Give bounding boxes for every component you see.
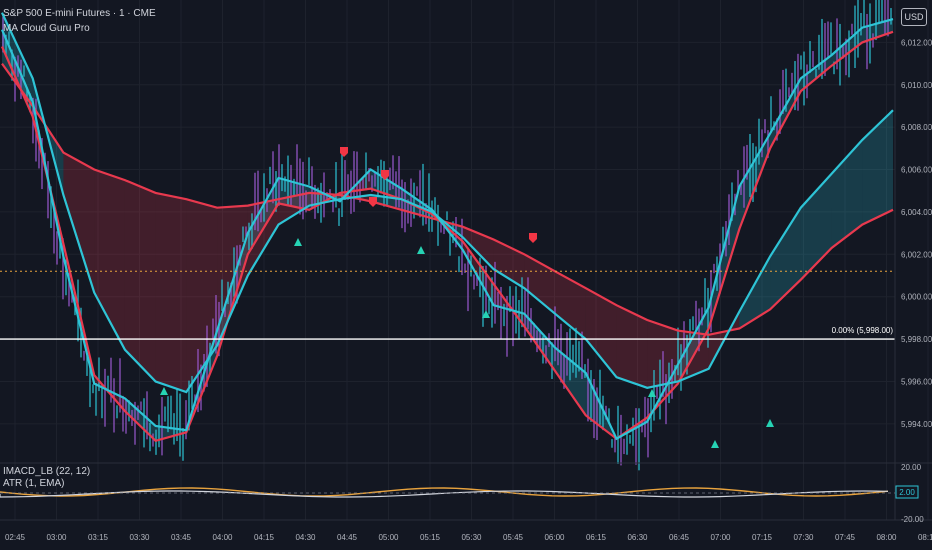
slow-cloud-segment: [124, 180, 156, 382]
subpanel-axis-top: 20.00: [901, 463, 922, 472]
slow-cloud-segment: [770, 207, 801, 310]
y-tick-label: 6,012.00: [901, 38, 932, 47]
sell-signal-marker: [381, 170, 389, 180]
ma-line-3: [0, 18, 894, 441]
x-tick-label: 07:45: [835, 533, 856, 542]
y-tick-label: 6,002.00: [901, 250, 932, 259]
sell-signal-marker: [340, 147, 348, 157]
buy-signal-marker: [417, 246, 425, 254]
buy-signal-marker: [711, 440, 719, 448]
x-tick-label: 05:15: [420, 533, 441, 542]
x-tick-label: 04:00: [212, 533, 233, 542]
slow-cloud-segment: [739, 256, 771, 329]
currency-button[interactable]: USD: [901, 8, 927, 26]
y-tick-label: 5,996.00: [901, 377, 932, 386]
x-tick-label: 06:00: [544, 533, 565, 542]
x-tick-label: 07:00: [710, 533, 731, 542]
x-tick-label: 06:15: [586, 533, 607, 542]
y-tick-label: 6,010.00: [901, 81, 932, 90]
x-tick-label: 06:45: [669, 533, 690, 542]
slow-cloud-segment: [155, 192, 187, 393]
x-tick-label: 03:15: [88, 533, 109, 542]
y-tick-label: 6,004.00: [901, 208, 932, 217]
ma-line-1: [0, 30, 894, 443]
slow-cloud-segment: [524, 254, 556, 314]
x-tick-label: 05:30: [461, 533, 482, 542]
slow-cloud-segment: [585, 288, 617, 378]
buy-signal-marker: [766, 419, 774, 427]
reference-line-label: 0.00% (5,998.00): [832, 326, 894, 335]
fast-cloud-segment: [739, 133, 771, 229]
x-tick-label: 04:30: [295, 533, 316, 542]
x-tick-label: 03:45: [171, 533, 192, 542]
x-tick-label: 02:45: [5, 533, 26, 542]
sell-signal-marker: [369, 197, 377, 207]
subpanel-indicator-1: IMACD_LB (22, 12): [3, 466, 91, 477]
ma-line-2: [1, 62, 894, 336]
sell-signal-marker: [529, 233, 537, 243]
ma-line-4: [1, 12, 894, 394]
x-tick-label: 05:00: [378, 533, 399, 542]
x-tick-label: 06:30: [627, 533, 648, 542]
y-tick-label: 6,006.00: [901, 166, 932, 175]
fast-cloud-segment: [770, 78, 801, 149]
y-tick-label: 5,998.00: [901, 335, 932, 344]
subpanel-value-box: [895, 485, 919, 499]
subpanel-line-1: [0, 487, 889, 497]
y-tick-label: 6,008.00: [901, 123, 932, 132]
x-tick-label: 08:15: [918, 533, 932, 542]
slow-cloud-segment: [616, 305, 648, 388]
subpanel-axis-bottom: -20.00: [901, 515, 924, 524]
x-tick-label: 03:30: [129, 533, 150, 542]
x-tick-label: 04:45: [337, 533, 358, 542]
x-tick-label: 07:30: [793, 533, 814, 542]
slow-cloud-segment: [278, 192, 310, 225]
slow-cloud-segment: [555, 271, 586, 340]
x-tick-label: 08:00: [876, 533, 897, 542]
fast-cloud-segment: [555, 347, 586, 416]
subpanel-value-tag: 2.00: [899, 488, 915, 497]
buy-signal-marker: [648, 389, 656, 397]
fast-cloud-segment: [247, 178, 279, 255]
fast-cloud-segment: [677, 307, 709, 384]
y-tick-label: 5,994.00: [901, 420, 932, 429]
indicator-name: MA Cloud Guru Pro: [3, 23, 90, 34]
x-tick-label: 04:15: [254, 533, 275, 542]
slow-cloud-segment: [63, 152, 95, 293]
x-tick-label: 05:45: [503, 533, 524, 542]
buy-signal-marker: [160, 387, 168, 395]
slow-cloud-segment: [862, 110, 893, 225]
subpanel-indicator-2: ATR (1, EMA): [3, 478, 65, 489]
fast-cloud-segment: [124, 398, 156, 441]
buy-signal-marker: [294, 238, 302, 246]
buy-signal-marker: [482, 310, 490, 318]
subpanel-line-2: [0, 490, 889, 498]
x-tick-label: 07:15: [752, 533, 773, 542]
x-tick-label: 03:00: [46, 533, 67, 542]
fast-cloud-segment: [708, 186, 740, 329]
y-tick-label: 6,000.00: [901, 293, 932, 302]
chart-title: S&P 500 E-mini Futures · 1 · CME: [3, 8, 156, 19]
